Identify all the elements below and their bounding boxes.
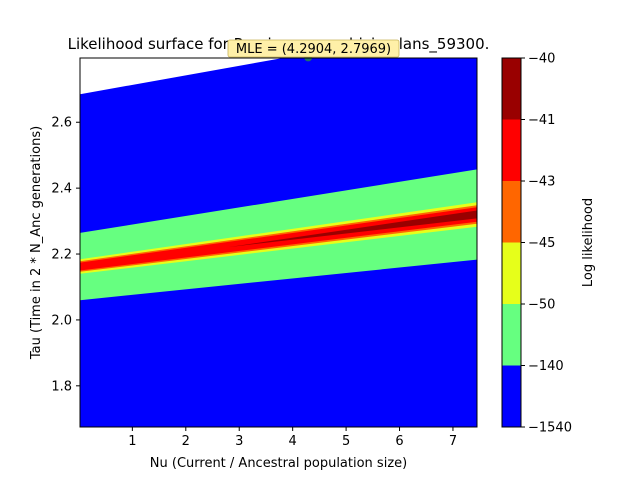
plot-area (80, 58, 477, 427)
colorbar-tick-label-4: −45 (528, 236, 555, 251)
mle-label-group: MLE = (4.2904, 2.7969) (227, 39, 400, 58)
y-tick-label-2.2: 2.2 (51, 248, 72, 263)
x-tick-label-3: 3 (235, 434, 243, 449)
contour-band-core (228, 210, 477, 248)
x-tick-label-2: 2 (182, 434, 190, 449)
colorbar-segment-3 (502, 242, 521, 304)
colorbar-segment-6 (502, 58, 521, 120)
masked-region (80, 58, 283, 95)
mle-label-box (227, 39, 400, 58)
x-tick-label-4: 4 (289, 434, 297, 449)
colorbar-segment-2 (502, 304, 521, 366)
colorbar: −1540 −140 −50 −45 −43 −41 −40 (501, 52, 572, 436)
x-tick-label-1: 1 (128, 434, 136, 449)
colorbar-tick-label-1: −1540 (528, 421, 572, 436)
contour-band-4 (80, 207, 477, 271)
x-tick-label-7: 7 (449, 434, 457, 449)
y-tick-label-2.6: 2.6 (51, 116, 72, 131)
y-axis-ticks: 1.8 2.0 2.2 2.4 2.6 (51, 116, 80, 394)
colorbar-tick-label-5: −43 (528, 175, 555, 190)
x-axis-label: Nu (Current / Ancestral population size) (150, 456, 407, 471)
x-axis-ticks: 1 2 3 4 5 6 7 (128, 427, 457, 449)
colorbar-segment-4 (502, 181, 521, 243)
colorbar-segment-1 (502, 365, 521, 427)
y-tick-label-2.0: 2.0 (51, 313, 72, 328)
x-tick-label-6: 6 (395, 434, 403, 449)
y-tick-label-2.4: 2.4 (51, 182, 72, 197)
y-axis-label: Tau (Time in 2 * N_Anc generations) (29, 126, 44, 360)
colorbar-segment-5 (502, 119, 521, 181)
colorbar-tick-label-2: −140 (528, 359, 564, 374)
y-tick-label-1.8: 1.8 (51, 379, 72, 394)
colorbar-tick-label-6: −41 (528, 113, 555, 128)
mle-label: MLE = (4.2904, 2.7969) (236, 42, 391, 57)
colorbar-tick-label-7: −40 (528, 52, 555, 67)
colorbar-label: Log likelihood (581, 198, 596, 287)
colorbar-tick-label-3: −50 (528, 298, 555, 313)
x-tick-label-5: 5 (342, 434, 350, 449)
plot-frame (79, 57, 478, 428)
